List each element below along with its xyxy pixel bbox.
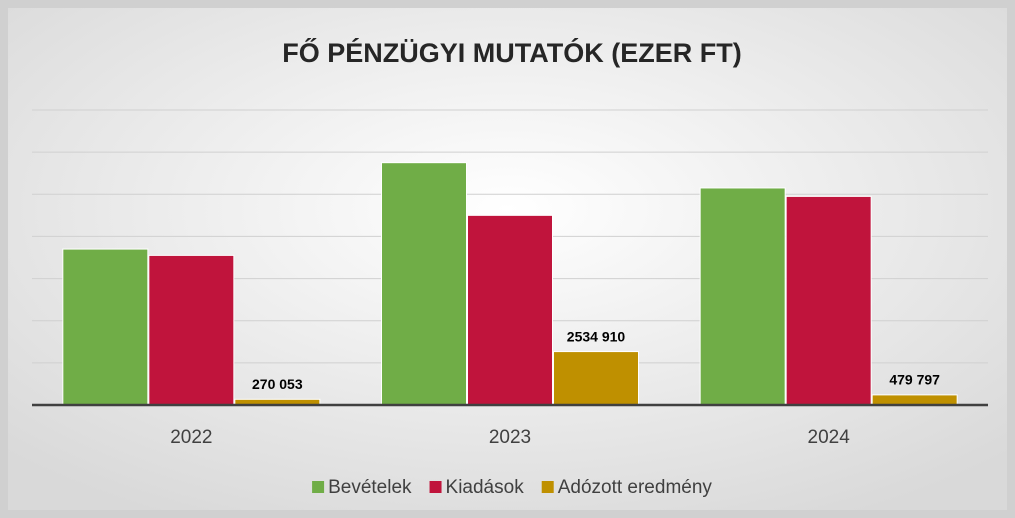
data-label: 479 797 [889,372,940,388]
data-label: 2534 910 [567,328,626,344]
bar [553,351,639,406]
legend-label: Kiadások [446,477,525,498]
legend-label: Adózott eredmény [558,477,713,498]
legend-label: Bevételek [328,477,412,498]
bar [699,187,786,406]
legend-swatch [541,481,554,493]
bar [62,248,149,406]
chart-title: FŐ PÉNZÜGYI MUTATÓK (EZER FT) [282,37,741,68]
bar [785,195,872,406]
x-tick-label: 2022 [170,427,212,448]
bar [871,394,958,406]
bar [381,162,467,406]
bar [148,254,235,406]
x-tick-label: 2023 [489,427,531,448]
x-tick-label: 2024 [808,427,851,448]
legend-swatch [429,481,442,493]
legend-swatch [312,481,325,493]
data-label: 270 053 [252,376,303,392]
bar [467,214,553,406]
